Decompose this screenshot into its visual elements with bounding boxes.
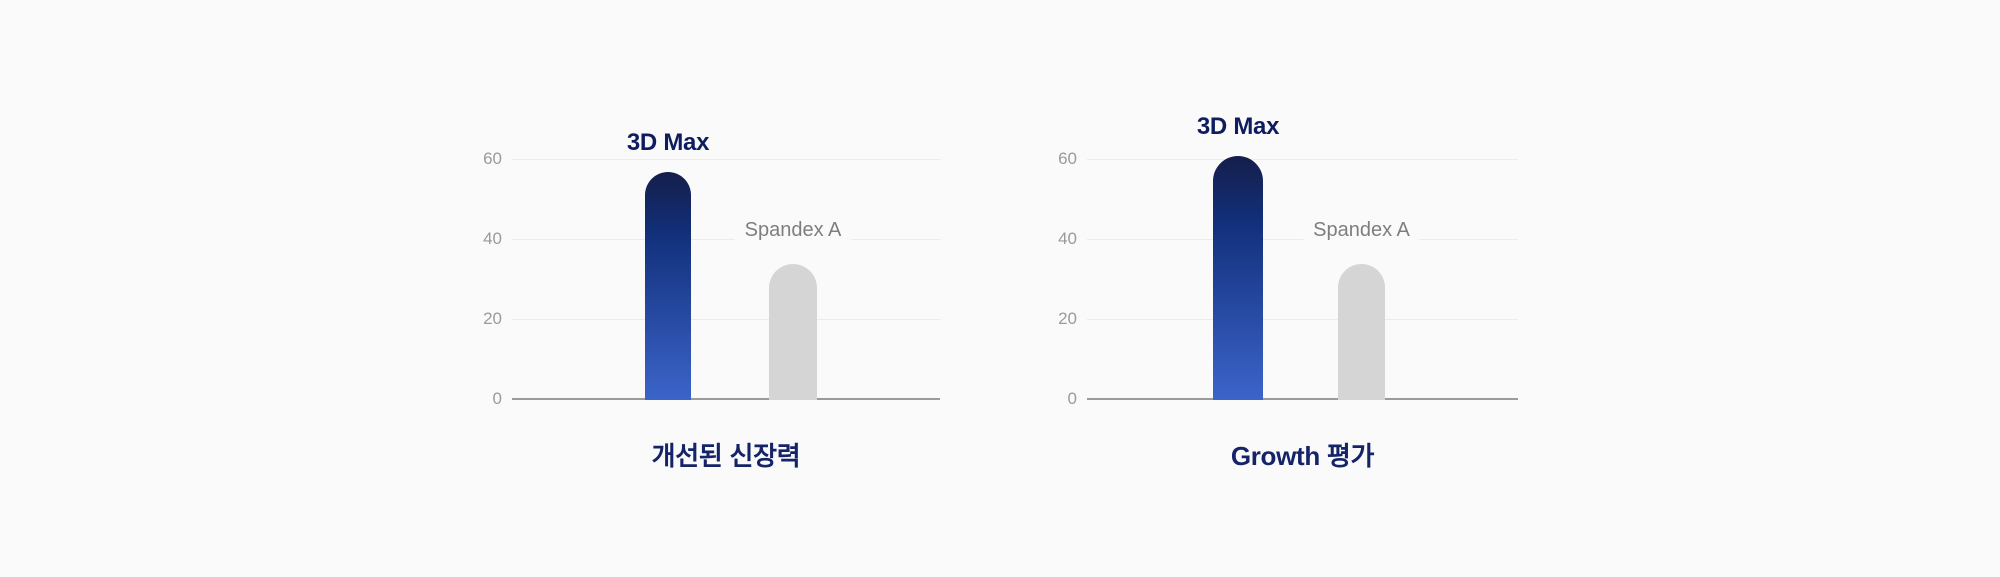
gridline-20 [512, 319, 940, 320]
y-tick-label-40: 40 [483, 229, 502, 248]
gridline-20 [1087, 319, 1518, 320]
bar-label-spandex-a: Spandex A [734, 217, 852, 244]
gridline-40 [1087, 239, 1518, 240]
x-axis-baseline [512, 398, 940, 400]
chart-growth: 0 20 40 60 3D Max Spandex A Growth 평가 [1058, 113, 1518, 540]
chart-growth-plot-area: 0 20 40 60 3D Max Spandex A [1058, 113, 1518, 408]
chart-growth-title: Growth 평가 [1230, 441, 1375, 471]
y-tick-label-0: 0 [492, 389, 502, 408]
chart-elasticity-plot-area: 0 20 40 60 3D Max Spandex A [483, 120, 940, 408]
bar-label-3d-max: 3D Max [626, 129, 710, 157]
chart-elasticity-title: 개선된 신장력 [651, 441, 801, 471]
y-tick-label-40: 40 [1058, 229, 1077, 248]
y-tick-label-60: 60 [483, 149, 502, 168]
y-tick-label-0: 0 [1067, 389, 1077, 408]
y-tick-label-60: 60 [1058, 149, 1077, 168]
bar-3d-max [1213, 156, 1263, 400]
gridline-60 [512, 159, 940, 160]
bar-spandex-a [1338, 264, 1385, 400]
bar-spandex-a [769, 264, 817, 400]
gridline-40 [512, 239, 940, 240]
y-tick-label-20: 20 [1058, 309, 1077, 328]
y-tick-label-20: 20 [483, 309, 502, 328]
bar-label-spandex-a: Spandex A [1303, 217, 1420, 244]
bar-3d-max [645, 172, 691, 400]
bar-label-3d-max: 3D Max [1196, 113, 1280, 141]
gridline-60 [1087, 159, 1518, 160]
chart-elasticity: 0 20 40 60 3D Max Spandex A 개선된 신장력 [483, 120, 940, 540]
x-axis-baseline [1087, 398, 1518, 400]
